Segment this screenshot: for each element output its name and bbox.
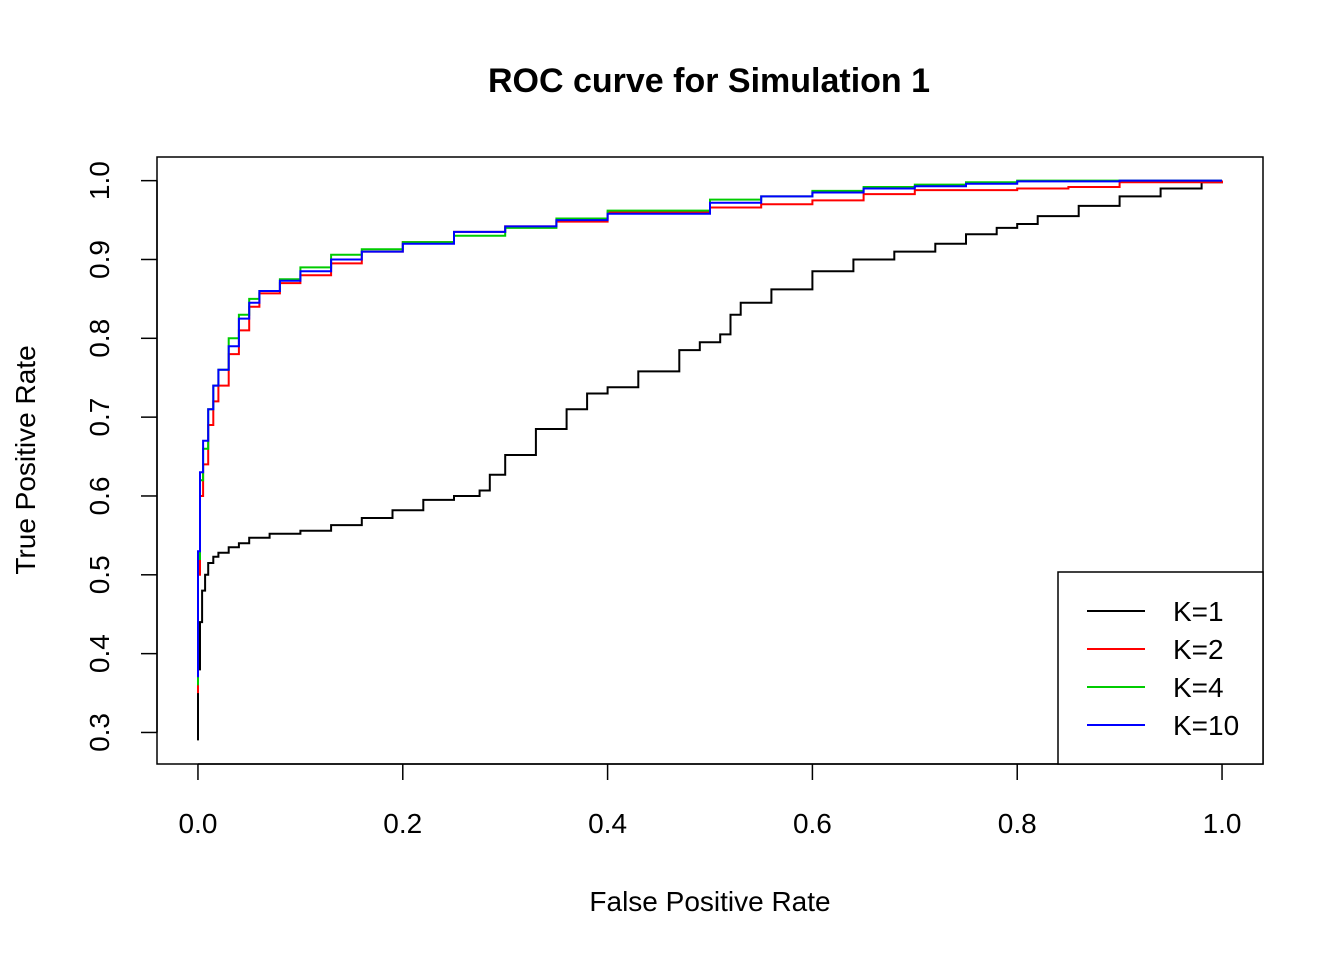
x-tick-label: 0.8 bbox=[998, 808, 1037, 839]
y-tick-label: 0.4 bbox=[84, 634, 115, 673]
y-tick-label: 0.8 bbox=[84, 319, 115, 358]
y-tick-label: 0.7 bbox=[84, 398, 115, 437]
x-tick-label: 0.2 bbox=[383, 808, 422, 839]
y-axis-label: True Positive Rate bbox=[10, 345, 41, 574]
y-tick-label: 0.6 bbox=[84, 477, 115, 516]
y-tick-label: 0.5 bbox=[84, 555, 115, 594]
chart-title: ROC curve for Simulation 1 bbox=[488, 62, 930, 100]
y-axis: 0.3 0.4 0.5 0.6 0.7 0.8 0.9 1.0 bbox=[84, 161, 158, 752]
x-tick-label: 0.6 bbox=[793, 808, 832, 839]
x-axis: 0.0 0.2 0.4 0.6 0.8 1.0 bbox=[178, 763, 1242, 839]
x-tick-label: 0.4 bbox=[588, 808, 627, 839]
legend-label: K=10 bbox=[1173, 710, 1239, 741]
legend-label: K=1 bbox=[1173, 596, 1224, 627]
series-layer bbox=[197, 179, 1223, 741]
y-tick-label: 1.0 bbox=[84, 161, 115, 200]
legend: K=1 K=2 K=4 K=10 bbox=[1057, 571, 1264, 765]
x-axis-label: False Positive Rate bbox=[589, 886, 830, 917]
x-tick-label: 1.0 bbox=[1203, 808, 1242, 839]
series-line-k-1 bbox=[197, 180, 1223, 741]
legend-label: K=2 bbox=[1173, 634, 1224, 665]
legend-label: K=4 bbox=[1173, 672, 1224, 703]
series-line-k-10 bbox=[197, 179, 1222, 678]
x-tick-label: 0.0 bbox=[178, 808, 217, 839]
legend-box bbox=[1057, 571, 1264, 765]
y-tick-label: 0.3 bbox=[84, 713, 115, 752]
y-tick-label: 0.9 bbox=[84, 240, 115, 279]
